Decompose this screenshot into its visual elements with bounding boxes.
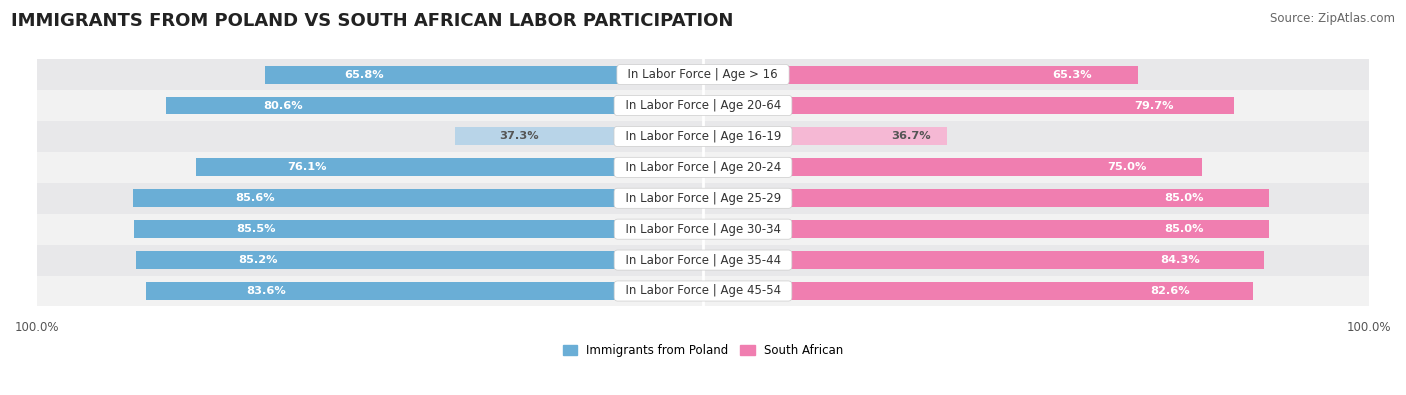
Bar: [703, 251, 1264, 269]
Text: Source: ZipAtlas.com: Source: ZipAtlas.com: [1270, 12, 1395, 25]
Text: 85.5%: 85.5%: [236, 224, 276, 234]
Legend: Immigrants from Poland, South African: Immigrants from Poland, South African: [558, 339, 848, 362]
Text: In Labor Force | Age 35-44: In Labor Force | Age 35-44: [617, 254, 789, 267]
Text: 80.6%: 80.6%: [263, 100, 302, 111]
Text: 85.0%: 85.0%: [1164, 193, 1204, 203]
Text: 83.6%: 83.6%: [246, 286, 287, 296]
Bar: [37, 214, 1369, 245]
Text: In Labor Force | Age 45-54: In Labor Force | Age 45-54: [617, 284, 789, 297]
Bar: [37, 152, 1369, 183]
Bar: [264, 66, 703, 84]
Bar: [37, 59, 1369, 90]
Text: 37.3%: 37.3%: [499, 132, 538, 141]
Bar: [703, 96, 1233, 115]
Bar: [703, 282, 1253, 300]
Bar: [197, 158, 703, 176]
Text: In Labor Force | Age 16-19: In Labor Force | Age 16-19: [617, 130, 789, 143]
Bar: [166, 96, 703, 115]
Bar: [703, 66, 1137, 84]
Text: 79.7%: 79.7%: [1135, 100, 1174, 111]
Text: IMMIGRANTS FROM POLAND VS SOUTH AFRICAN LABOR PARTICIPATION: IMMIGRANTS FROM POLAND VS SOUTH AFRICAN …: [11, 12, 734, 30]
Text: 82.6%: 82.6%: [1150, 286, 1191, 296]
Text: In Labor Force | Age 20-64: In Labor Force | Age 20-64: [617, 99, 789, 112]
Bar: [37, 90, 1369, 121]
Text: 76.1%: 76.1%: [288, 162, 328, 172]
Bar: [703, 158, 1202, 176]
Text: 84.3%: 84.3%: [1160, 255, 1199, 265]
Text: 36.7%: 36.7%: [891, 132, 931, 141]
Bar: [703, 220, 1268, 238]
Text: 65.8%: 65.8%: [344, 70, 384, 80]
Text: In Labor Force | Age 20-24: In Labor Force | Age 20-24: [617, 161, 789, 174]
Bar: [37, 183, 1369, 214]
Bar: [134, 220, 703, 238]
Bar: [134, 189, 703, 207]
Text: In Labor Force | Age > 16: In Labor Force | Age > 16: [620, 68, 786, 81]
Bar: [454, 128, 703, 145]
Bar: [146, 282, 703, 300]
Bar: [37, 276, 1369, 307]
Bar: [703, 189, 1268, 207]
Bar: [703, 128, 948, 145]
Bar: [37, 245, 1369, 276]
Text: In Labor Force | Age 25-29: In Labor Force | Age 25-29: [617, 192, 789, 205]
Bar: [136, 251, 703, 269]
Text: 75.0%: 75.0%: [1108, 162, 1147, 172]
Text: 85.2%: 85.2%: [238, 255, 277, 265]
Text: 85.0%: 85.0%: [1164, 224, 1204, 234]
Text: In Labor Force | Age 30-34: In Labor Force | Age 30-34: [617, 223, 789, 236]
Text: 65.3%: 65.3%: [1053, 70, 1092, 80]
Text: 85.6%: 85.6%: [236, 193, 276, 203]
Bar: [37, 121, 1369, 152]
